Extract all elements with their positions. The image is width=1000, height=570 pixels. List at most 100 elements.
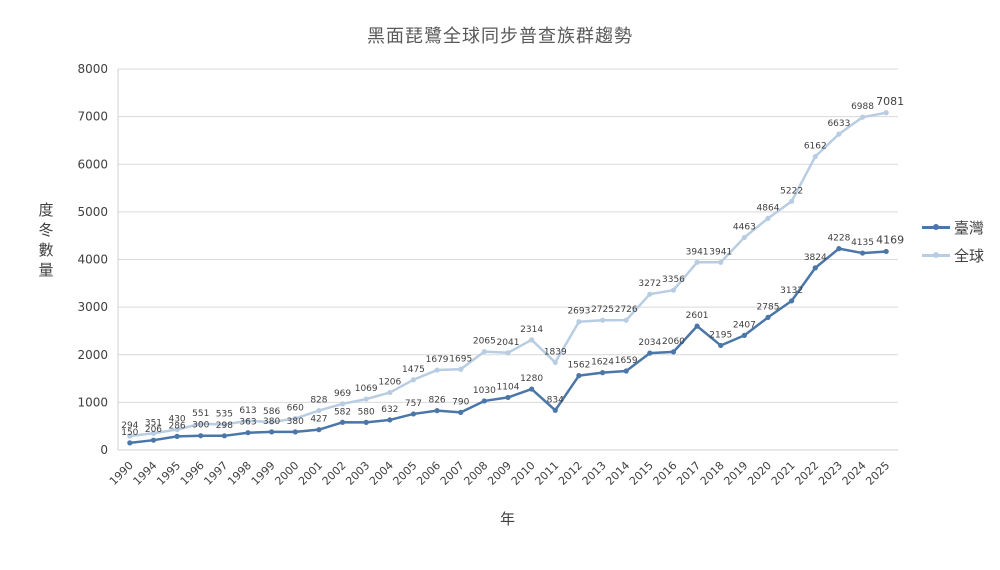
data-point[interactable] — [198, 433, 204, 439]
data-label: 2785 — [757, 302, 780, 312]
data-point[interactable] — [883, 110, 889, 116]
data-point[interactable] — [718, 342, 724, 349]
data-point[interactable] — [174, 433, 180, 439]
data-label: 613 — [239, 406, 256, 416]
data-point[interactable] — [127, 440, 133, 446]
data-point[interactable] — [812, 265, 818, 271]
x-tick-label: 2023 — [816, 459, 845, 488]
data-label: 286 — [168, 421, 185, 431]
data-label: 1206 — [378, 378, 401, 388]
data-point[interactable] — [529, 337, 535, 343]
data-point[interactable] — [576, 373, 582, 379]
legend-label: 全球 — [954, 246, 985, 265]
x-tick-label: 2010 — [509, 459, 538, 488]
data-point[interactable] — [529, 386, 535, 392]
data-point[interactable] — [434, 367, 440, 373]
y-tick-label: 2000 — [77, 348, 108, 362]
data-label: 3941 — [709, 247, 732, 257]
data-point[interactable] — [505, 350, 511, 356]
legend: 臺灣 全球 — [922, 213, 984, 269]
data-point[interactable] — [859, 250, 866, 256]
data-point[interactable] — [741, 234, 747, 241]
x-tick-label: 2012 — [556, 459, 585, 488]
y-tick-label: 5000 — [77, 205, 108, 219]
data-point[interactable] — [765, 314, 771, 320]
data-point[interactable] — [269, 419, 275, 425]
data-point[interactable] — [670, 287, 677, 293]
data-point[interactable] — [859, 114, 866, 120]
x-tick-label: 2020 — [745, 459, 774, 488]
x-tick-label: 2001 — [296, 459, 325, 488]
x-tick-label: 2006 — [414, 459, 443, 488]
data-point[interactable] — [127, 433, 133, 439]
x-tick-label: 2004 — [367, 459, 396, 488]
data-point[interactable] — [221, 421, 227, 428]
data-point[interactable] — [150, 437, 157, 443]
data-point[interactable] — [623, 368, 629, 374]
data-point[interactable] — [410, 377, 417, 383]
legend-item-taiwan[interactable]: 臺灣 — [922, 213, 984, 241]
data-point[interactable] — [883, 248, 889, 255]
data-point[interactable] — [363, 419, 369, 425]
x-tick-label: 2018 — [698, 459, 727, 488]
legend-item-global[interactable]: 全球 — [922, 241, 984, 269]
data-point[interactable] — [150, 430, 157, 436]
data-point[interactable] — [647, 350, 653, 356]
data-point[interactable] — [269, 429, 275, 435]
data-point[interactable] — [387, 389, 393, 396]
data-point[interactable] — [789, 198, 795, 204]
data-point[interactable] — [387, 417, 393, 423]
data-point[interactable] — [576, 319, 582, 325]
data-point[interactable] — [623, 317, 629, 323]
data-point[interactable] — [245, 418, 251, 424]
data-point[interactable] — [670, 349, 677, 355]
data-point[interactable] — [599, 370, 606, 376]
data-point[interactable] — [718, 259, 724, 265]
data-point[interactable] — [339, 419, 346, 425]
data-label: 2314 — [520, 325, 543, 335]
data-point[interactable] — [292, 429, 298, 435]
x-tick-label: 2015 — [627, 459, 656, 488]
y-tick-label: 6000 — [77, 157, 108, 171]
data-point[interactable] — [552, 407, 558, 413]
data-point[interactable] — [245, 430, 251, 436]
data-point[interactable] — [458, 366, 464, 372]
data-point[interactable] — [339, 401, 346, 407]
data-point[interactable] — [505, 394, 511, 401]
data-point[interactable] — [741, 332, 747, 338]
data-label: 351 — [145, 418, 162, 428]
data-point[interactable] — [458, 409, 464, 415]
data-point[interactable] — [694, 259, 700, 265]
data-point[interactable] — [765, 215, 771, 221]
data-label: 828 — [310, 396, 327, 406]
data-point[interactable] — [434, 408, 440, 414]
data-point[interactable] — [174, 426, 180, 433]
data-point[interactable] — [812, 153, 818, 160]
data-point[interactable] — [198, 421, 204, 427]
data-label: 2725 — [591, 305, 614, 315]
data-point[interactable] — [599, 317, 606, 323]
data-point[interactable] — [647, 291, 653, 297]
data-label: 206 — [145, 425, 162, 435]
data-point[interactable] — [221, 433, 227, 439]
data-label: 1030 — [473, 386, 496, 396]
x-tick-label: 1990 — [107, 459, 136, 488]
data-point[interactable] — [316, 427, 322, 433]
data-point[interactable] — [363, 396, 369, 402]
data-point[interactable] — [481, 398, 487, 404]
data-point[interactable] — [694, 323, 700, 329]
data-point[interactable] — [552, 359, 558, 366]
data-point[interactable] — [836, 246, 842, 252]
data-point[interactable] — [789, 298, 795, 304]
data-label: 1679 — [426, 355, 449, 365]
data-point[interactable] — [481, 349, 487, 355]
y-tick-label: 7000 — [77, 110, 108, 124]
x-tick-label: 1995 — [154, 459, 183, 488]
data-label: 150 — [121, 428, 138, 438]
data-point[interactable] — [316, 407, 322, 414]
data-point[interactable] — [410, 411, 417, 417]
data-label: 4463 — [733, 222, 756, 232]
data-point[interactable] — [292, 415, 298, 422]
data-point[interactable] — [836, 131, 842, 137]
x-tick-label: 2007 — [438, 459, 467, 488]
